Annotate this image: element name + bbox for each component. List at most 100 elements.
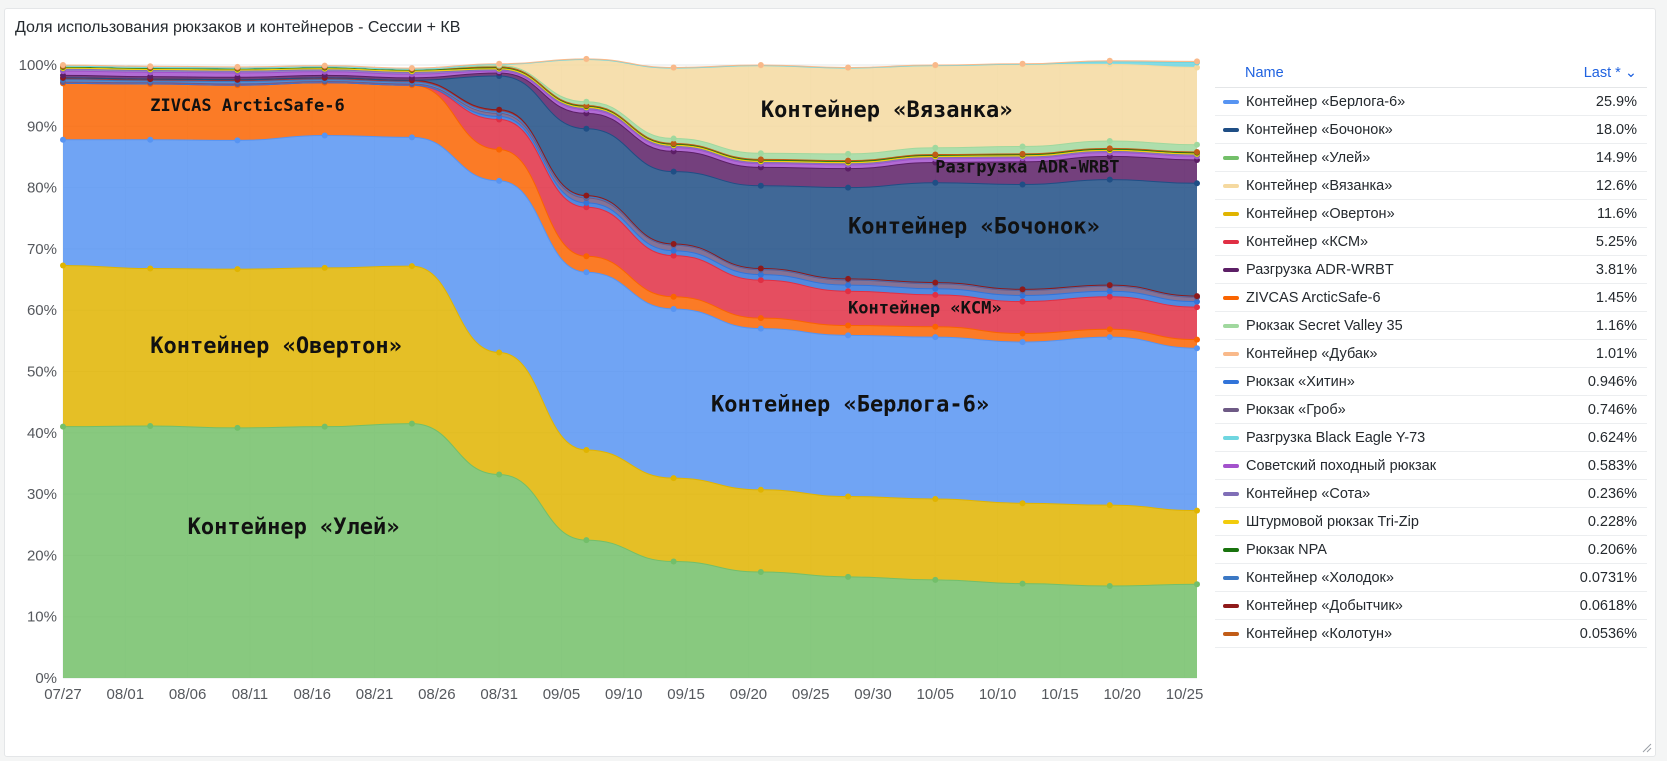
legend-row[interactable]: Советский походный рюкзак 0.583% [1215, 452, 1647, 480]
x-tick-label: 10/20 [1103, 686, 1141, 703]
x-tick-label: 09/05 [543, 686, 581, 703]
x-tick-label: 07/27 [44, 686, 82, 703]
point-контейнер-берлога-6- [234, 137, 241, 144]
legend-row[interactable]: Контейнер «Вязанка» 12.6% [1215, 172, 1647, 200]
y-tick-label: 90% [27, 118, 57, 135]
legend-table: Name Last * ⌄ Контейнер «Берлога-6» 25.9%… [1215, 59, 1647, 648]
area-контейнер-улей-[interactable] [63, 423, 1197, 678]
y-tick-label: 70% [27, 241, 57, 258]
annotation-label: Контейнер «Бочонок» [848, 215, 1100, 240]
point-zivcas-arcticsafe-6 [845, 322, 852, 329]
point-контейнер-дубак- [932, 62, 939, 68]
point-контейнер-добытчик- [1106, 282, 1113, 289]
legend-series-name: Штурмовой рюкзак Tri-Zip [1246, 513, 1419, 530]
line-контейнер-берлога-6- [63, 134, 1198, 349]
y-tick-label: 60% [27, 302, 57, 319]
legend-row[interactable]: Контейнер «Берлога-6» 25.9% [1215, 88, 1647, 116]
legend-swatch [1223, 99, 1239, 104]
legend-row[interactable]: Разгрузка ADR-WRBT 3.81% [1215, 256, 1647, 284]
legend-row[interactable]: Разгрузка Black Eagle Y-73 0.624% [1215, 424, 1647, 452]
area-контейнер-овертон-[interactable] [63, 265, 1197, 587]
point-zivcas-arcticsafe-6 [932, 323, 939, 330]
legend-row[interactable]: Контейнер «Колотун» 0.0536% [1215, 620, 1647, 648]
legend-last-value: 1.45% [1595, 289, 1637, 306]
legend-last-value: 0.236% [1587, 485, 1637, 502]
area-zivcas-arcticsafe-6[interactable] [63, 82, 1197, 349]
point-контейнер-колотун- [932, 151, 939, 158]
legend-row[interactable]: Рюкзак «Гроб» 0.746% [1215, 396, 1647, 424]
legend-swatch [1223, 183, 1239, 188]
legend-last-value: 1.16% [1595, 317, 1637, 334]
panel-title: Доля использования рюкзаков и контейнеро… [15, 19, 461, 36]
point-контейнер-овертон- [1194, 507, 1200, 514]
y-tick-label: 0% [35, 670, 57, 687]
legend-swatch [1223, 323, 1239, 328]
legend-row[interactable]: Контейнер «Сота» 0.236% [1215, 480, 1647, 508]
legend-swatch [1223, 575, 1239, 580]
legend-row[interactable]: Рюкзак Secret Valley 35 1.16% [1215, 312, 1647, 340]
point-контейнер-бочонок- [845, 184, 852, 191]
point-контейнер-ксм- [1019, 298, 1026, 305]
point-контейнер-овертон- [60, 262, 66, 269]
legend-last-value: 5.25% [1595, 233, 1637, 250]
legend-series-name: Контейнер «Колотун» [1246, 625, 1393, 642]
legend-last-value: 0.624% [1587, 429, 1637, 446]
legend-last-value: 3.81% [1595, 261, 1637, 278]
point-контейнер-колотун- [1194, 149, 1200, 156]
legend-series-name: Контейнер «Берлога-6» [1246, 93, 1406, 110]
area-контейнер-вязанка-[interactable] [63, 59, 1197, 154]
legend-row[interactable]: Контейнер «КСМ» 5.25% [1215, 228, 1647, 256]
area-контейнер-берлога-6-[interactable] [63, 135, 1197, 511]
area-контейнер-бочонок-[interactable] [63, 76, 1197, 297]
y-axis-ticks: 0% 10% 20% 30% 40% 50% 60% 70% 80% 90% 100% [19, 57, 57, 687]
point-контейнер-вязанка- [1194, 64, 1200, 71]
legend-series-name: Контейнер «Овертон» [1246, 205, 1395, 222]
legend-row[interactable]: Контейнер «Бочонок» 18.0% [1215, 116, 1647, 144]
annotation-label: ZIVCAS ArcticSafe-6 [150, 96, 344, 116]
annotation-label: Контейнер «КСМ» [848, 298, 1002, 318]
point-рюкзак-secret-valley-35 [757, 150, 764, 157]
point-контейнер-улей- [234, 424, 241, 431]
point-контейнер-ксм- [583, 204, 590, 211]
point-контейнер-улей- [845, 573, 852, 580]
legend-row[interactable]: Контейнер «Овертон» 11.6% [1215, 200, 1647, 228]
point-контейнер-улей- [932, 576, 939, 583]
legend-series-name: Рюкзак Secret Valley 35 [1246, 317, 1403, 334]
legend-row[interactable]: Рюкзак «Хитин» 0.946% [1215, 368, 1647, 396]
legend-row[interactable]: Рюкзак NPA 0.206% [1215, 536, 1647, 564]
legend-row[interactable]: Контейнер «Дубак» 1.01% [1215, 340, 1647, 368]
point-контейнер-овертон- [321, 264, 328, 271]
legend-series-name: Рюкзак NPA [1246, 541, 1327, 558]
y-tick-label: 20% [27, 547, 57, 564]
resize-handle-icon[interactable] [1642, 743, 1652, 753]
area-контейнер-ксм-[interactable] [63, 82, 1197, 340]
point-контейнер-дубак- [583, 55, 590, 62]
stacked-area-chart[interactable]: 0%10%20%30%40%50%60%70%80%90%100% 07/27 0… [5, 9, 1210, 749]
legend-row[interactable]: Штурмовой рюкзак Tri-Zip 0.228% [1215, 508, 1647, 536]
point-контейнер-дубак- [757, 62, 764, 68]
point-контейнер-улей- [60, 423, 66, 430]
x-tick-label: 10/05 [917, 686, 955, 703]
point-контейнер-берлога-6- [1106, 334, 1113, 341]
point-контейнер-овертон- [408, 263, 415, 270]
legend-swatch [1223, 463, 1239, 468]
legend-name-header[interactable]: Name [1245, 65, 1284, 81]
annotation-label: Контейнер «Берлога-6» [711, 392, 989, 417]
point-контейнер-берлога-6- [932, 334, 939, 341]
legend-swatch [1223, 603, 1239, 608]
point-контейнер-добытчик- [496, 106, 503, 113]
point-контейнер-ксм- [932, 291, 939, 298]
legend-row[interactable]: Контейнер «Холодок» 0.0731% [1215, 564, 1647, 592]
point-контейнер-улей- [1019, 580, 1026, 587]
area-разгрузка-adr-wrbt[interactable] [63, 72, 1197, 188]
legend-row[interactable]: ZIVCAS ArcticSafe-6 1.45% [1215, 284, 1647, 312]
point-рюкзак-secret-valley-35 [845, 150, 852, 157]
legend-swatch [1223, 435, 1239, 440]
point-контейнер-улей- [1106, 583, 1113, 590]
legend-series-name: Контейнер «Холодок» [1246, 569, 1394, 586]
legend-row[interactable]: Контейнер «Улей» 14.9% [1215, 144, 1647, 172]
point-контейнер-берлога-6- [147, 136, 154, 143]
legend-last-value: 0.228% [1587, 513, 1637, 530]
legend-row[interactable]: Контейнер «Добытчик» 0.0618% [1215, 592, 1647, 620]
legend-last-header[interactable]: Last * ⌄ [1584, 65, 1647, 81]
